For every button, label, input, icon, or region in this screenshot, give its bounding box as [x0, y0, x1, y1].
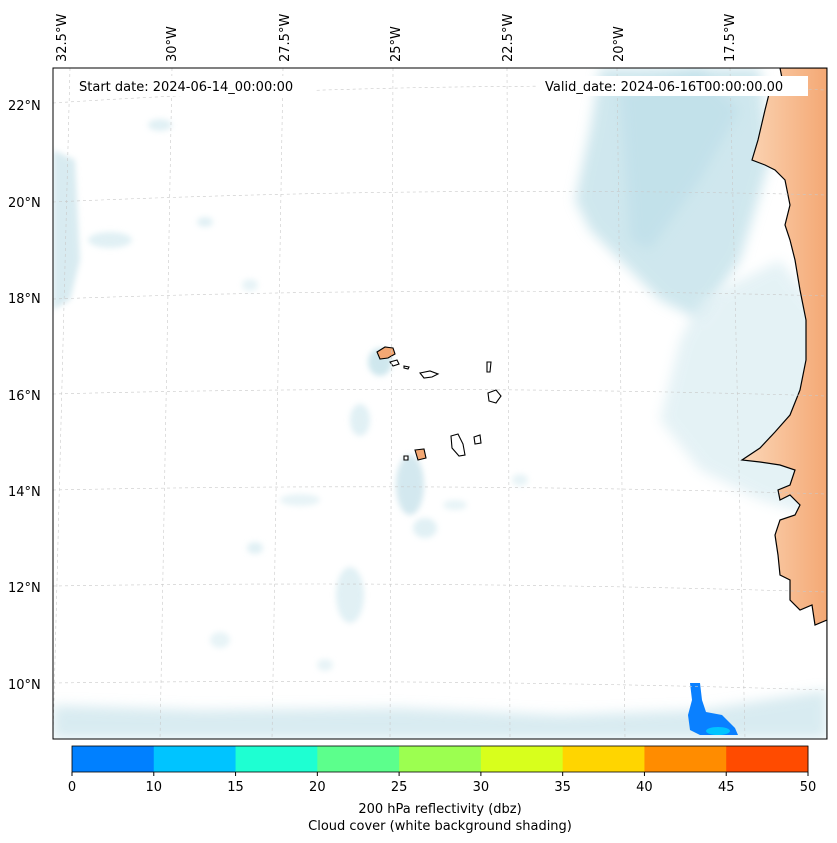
colorbar-segment	[644, 746, 727, 772]
island-sao-vicente	[389, 359, 400, 367]
lat-label: 18°N	[8, 292, 41, 307]
lat-label: 10°N	[8, 678, 41, 693]
island-brava	[403, 455, 409, 461]
lon-label: 17.5°W	[723, 14, 738, 62]
colorbar-label-line2: Cloud cover (white background shading)	[308, 819, 572, 834]
cloud-patch	[247, 542, 263, 554]
lat-label: 22°N	[8, 99, 41, 114]
island-maio	[473, 434, 482, 445]
cloud-patch	[317, 659, 333, 671]
cloud-patch	[242, 279, 258, 291]
island-santo-antao	[376, 346, 396, 360]
reflectivity-patch	[688, 683, 738, 735]
colorbar-tick-label: 15	[227, 780, 244, 795]
colorbar-tick-label: 20	[309, 780, 326, 795]
valid-date-label: Valid_date: 2024-06-16T00:00:00.00	[545, 80, 783, 95]
island-boa-vista	[487, 389, 502, 404]
start-date-box	[72, 76, 316, 96]
reflectivity-core	[706, 727, 730, 735]
colorbar-segment	[562, 746, 645, 772]
cloud-patch	[197, 217, 213, 227]
cabo-verde-islands	[376, 346, 502, 461]
lon-label: 22.5°W	[501, 14, 516, 62]
colorbar-ticks: 0 10 15 20 25 30 35 40 45 50	[68, 772, 816, 795]
cloud-patch	[396, 455, 424, 515]
cloud-west-edge	[53, 150, 80, 310]
colorbar-tick-label: 25	[391, 780, 408, 795]
cloud-streak-north	[620, 70, 740, 250]
latitude-labels: 22°N 20°N 18°N 16°N 14°N 12°N 10°N	[8, 99, 41, 693]
colorbar-label-line1: 200 hPa reflectivity (dbz)	[358, 802, 521, 817]
island-fogo	[414, 448, 427, 461]
cloud-patch	[280, 494, 320, 506]
colorbar-segment	[317, 746, 400, 772]
colorbar	[71, 745, 809, 773]
valid-date-box	[538, 76, 808, 96]
island-santa-luzia	[403, 365, 410, 370]
cloud-patch	[350, 404, 370, 436]
lon-label: 30°W	[165, 26, 180, 62]
cloud-patch	[148, 119, 172, 131]
lon-label: 25°W	[389, 26, 404, 62]
lat-label: 16°N	[8, 389, 41, 404]
map-frame	[52, 67, 828, 740]
colorbar-segment	[399, 746, 482, 772]
colorbar-tick-label: 30	[473, 780, 490, 795]
colorbar-tick-label: 0	[68, 780, 76, 795]
africa-land	[740, 68, 827, 739]
colorbar-tick-label: 40	[636, 780, 653, 795]
colorbar-segment	[726, 746, 809, 772]
cloud-patch	[413, 518, 437, 538]
colorbar-segment	[480, 746, 564, 772]
lat-label: 20°N	[8, 196, 41, 211]
island-sal	[486, 361, 492, 373]
cloud-cover-layer	[53, 68, 827, 739]
island-sao-nicolau	[419, 370, 440, 379]
cloud-patch	[336, 567, 364, 623]
colorbar-tick-label: 45	[718, 780, 735, 795]
island-santiago	[450, 433, 466, 457]
cloud-patch	[88, 232, 132, 248]
cloud-patch	[512, 474, 528, 486]
cloud-band-south	[53, 690, 827, 739]
cloud-patch	[443, 500, 467, 510]
lon-label: 27.5°W	[278, 14, 293, 62]
lon-label: 32.5°W	[55, 14, 70, 62]
colorbar-tick-label: 35	[554, 780, 571, 795]
gridlines	[53, 68, 827, 739]
start-date-label: Start date: 2024-06-14_00:00:00	[79, 80, 293, 95]
colorbar-frame	[71, 745, 809, 773]
colorbar-tick-label: 50	[800, 780, 817, 795]
longitude-labels: 32.5°W 30°W 27.5°W 25°W 22.5°W 20°W 17.5…	[55, 14, 738, 62]
cloud-patch	[210, 632, 230, 648]
colorbar-segment	[235, 746, 318, 772]
colorbar-tick-label: 10	[146, 780, 163, 795]
colorbar-segment	[153, 746, 237, 772]
lat-label: 12°N	[8, 581, 41, 596]
colorbar-segment	[72, 746, 155, 772]
lat-label: 14°N	[8, 485, 41, 500]
lon-label: 20°W	[612, 26, 627, 62]
